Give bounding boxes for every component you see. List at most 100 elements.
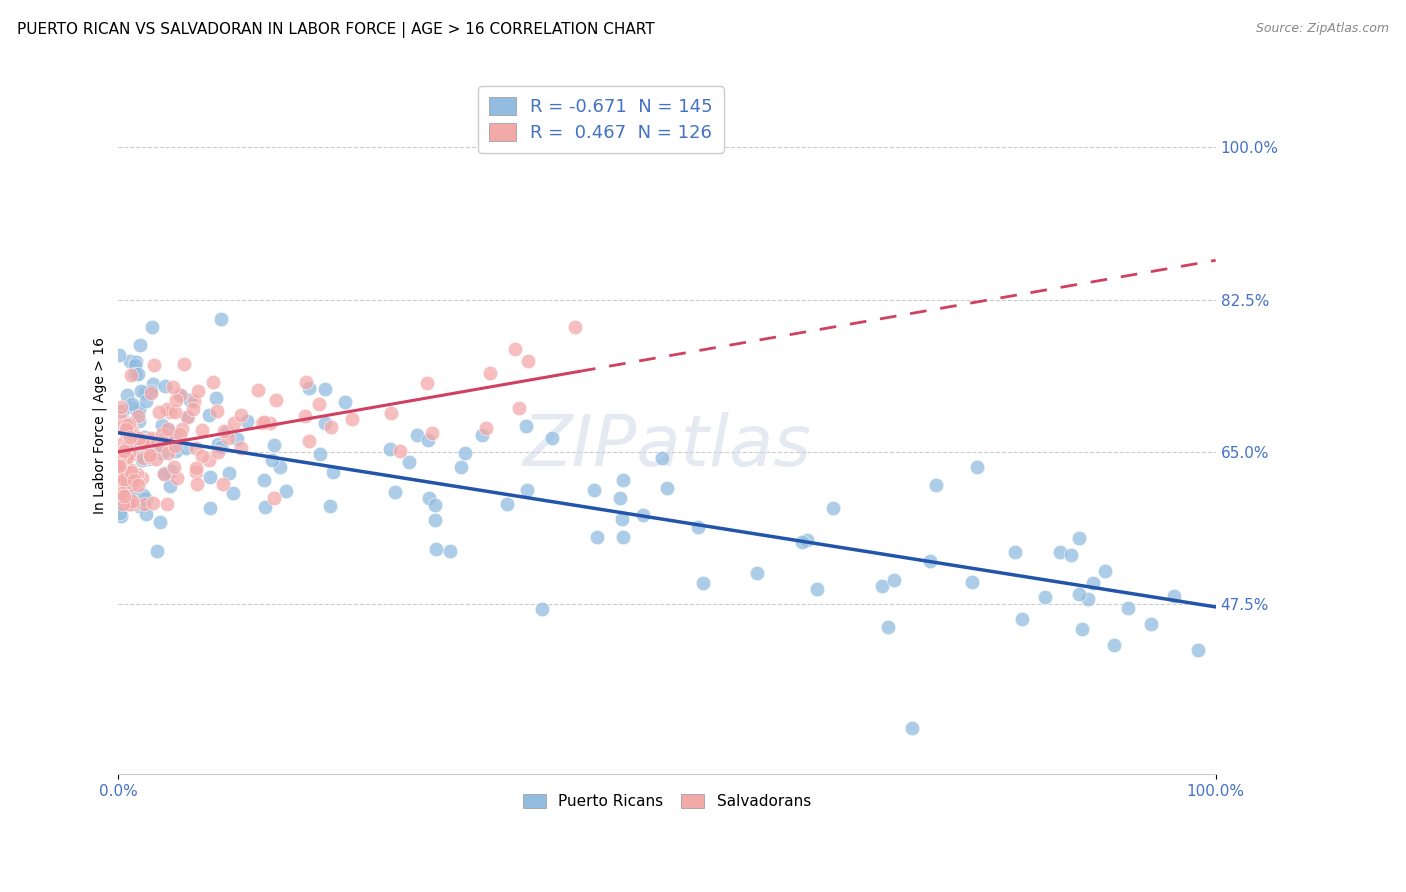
- Point: [1033, 590, 1056, 604]
- Point: [150, 439, 173, 453]
- Point: [138, 451, 160, 466]
- Point: [145, 544, 167, 558]
- Point: [1049, 544, 1071, 558]
- Point: [112, 499, 135, 513]
- Point: [129, 338, 152, 352]
- Point: [416, 433, 439, 447]
- Point: [423, 513, 446, 527]
- Point: [321, 419, 343, 434]
- Point: [118, 420, 141, 434]
- Point: [129, 384, 152, 398]
- Point: [120, 368, 142, 382]
- Point: [201, 375, 224, 389]
- Point: [121, 494, 143, 508]
- Point: [1060, 549, 1083, 563]
- Point: [612, 473, 634, 487]
- Point: [148, 436, 170, 450]
- Point: [121, 401, 143, 415]
- Point: [111, 497, 134, 511]
- Point: [187, 384, 209, 399]
- Point: [806, 582, 828, 596]
- Point: [186, 465, 208, 479]
- Point: [298, 381, 321, 395]
- Point: [250, 417, 273, 431]
- Point: [333, 395, 356, 409]
- Point: [186, 477, 208, 491]
- Point: [110, 453, 132, 467]
- Point: [152, 427, 174, 442]
- Point: [163, 428, 186, 442]
- Point: [128, 402, 150, 417]
- Point: [263, 491, 285, 506]
- Point: [117, 450, 139, 465]
- Point: [294, 409, 316, 423]
- Point: [508, 401, 530, 415]
- Point: [163, 405, 186, 419]
- Point: [1067, 531, 1090, 545]
- Point: [314, 382, 336, 396]
- Point: [143, 358, 166, 372]
- Point: [118, 354, 141, 368]
- Point: [745, 566, 768, 581]
- Point: [274, 484, 297, 499]
- Point: [148, 405, 170, 419]
- Point: [139, 386, 162, 401]
- Point: [686, 520, 709, 534]
- Legend: Puerto Ricans, Salvadorans: Puerto Ricans, Salvadorans: [516, 788, 817, 815]
- Point: [136, 441, 159, 455]
- Point: [1163, 590, 1185, 604]
- Point: [564, 320, 586, 334]
- Point: [1077, 592, 1099, 607]
- Point: [209, 441, 232, 455]
- Point: [131, 434, 153, 448]
- Point: [112, 489, 135, 503]
- Point: [181, 402, 204, 417]
- Point: [115, 450, 138, 465]
- Point: [516, 483, 538, 497]
- Point: [129, 445, 152, 459]
- Point: [108, 458, 131, 472]
- Point: [475, 421, 498, 435]
- Point: [111, 404, 134, 418]
- Point: [259, 416, 281, 430]
- Point: [131, 448, 153, 462]
- Point: [439, 543, 461, 558]
- Point: [114, 475, 136, 489]
- Point: [118, 417, 141, 432]
- Point: [150, 446, 173, 460]
- Point: [790, 534, 813, 549]
- Point: [135, 393, 157, 408]
- Point: [160, 465, 183, 479]
- Point: [120, 430, 142, 444]
- Point: [209, 312, 232, 326]
- Point: [1116, 601, 1139, 615]
- Point: [198, 500, 221, 515]
- Text: PUERTO RICAN VS SALVADORAN IN LABOR FORCE | AGE > 16 CORRELATION CHART: PUERTO RICAN VS SALVADORAN IN LABOR FORC…: [17, 22, 655, 38]
- Point: [1067, 587, 1090, 601]
- Point: [108, 445, 131, 459]
- Point: [582, 483, 605, 497]
- Text: Source: ZipAtlas.com: Source: ZipAtlas.com: [1256, 22, 1389, 36]
- Point: [163, 459, 186, 474]
- Point: [156, 402, 179, 417]
- Point: [115, 487, 138, 501]
- Point: [269, 459, 291, 474]
- Point: [692, 575, 714, 590]
- Point: [222, 486, 245, 500]
- Point: [120, 497, 142, 511]
- Point: [425, 499, 447, 513]
- Point: [112, 419, 135, 434]
- Point: [110, 508, 132, 523]
- Point: [110, 450, 132, 465]
- Point: [454, 445, 477, 459]
- Point: [1187, 643, 1209, 657]
- Point: [308, 397, 330, 411]
- Point: [516, 353, 538, 368]
- Point: [139, 450, 162, 465]
- Point: [110, 401, 132, 415]
- Point: [1004, 544, 1026, 558]
- Point: [135, 507, 157, 521]
- Point: [883, 573, 905, 587]
- Point: [169, 388, 191, 402]
- Point: [191, 424, 214, 438]
